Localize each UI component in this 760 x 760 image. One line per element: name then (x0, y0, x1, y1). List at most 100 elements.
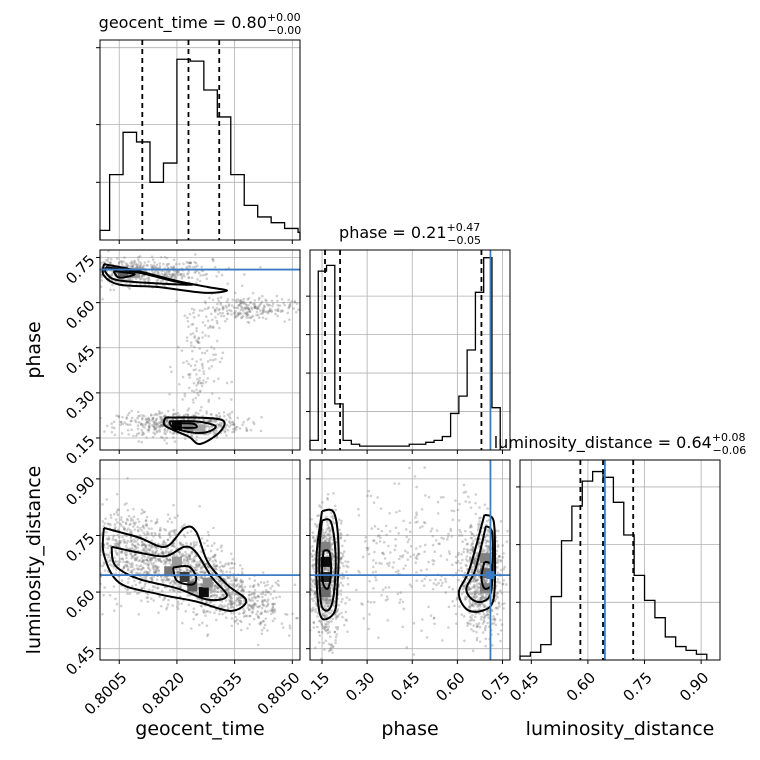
sample-point (161, 543, 165, 547)
sample-point (110, 274, 114, 277)
sample-point (322, 534, 326, 537)
sample-point (138, 414, 142, 417)
sample-point (231, 430, 234, 434)
sample-point (90, 279, 93, 282)
sample-point (243, 609, 246, 613)
sample-point (250, 606, 253, 610)
sample-point (258, 296, 261, 300)
sample-point (107, 536, 111, 539)
sample-point (373, 550, 376, 554)
sample-point (482, 612, 486, 616)
sample-point (256, 595, 260, 598)
sample-point (136, 258, 140, 261)
sample-point (226, 591, 230, 595)
sample-point (206, 530, 210, 534)
sample-point (187, 362, 191, 366)
sample-point (165, 264, 169, 267)
sample-point (229, 602, 233, 605)
sample-point (470, 603, 474, 607)
sample-point (242, 302, 245, 305)
sample-point (143, 414, 146, 418)
sample-point (268, 309, 272, 312)
sample-point (146, 564, 150, 567)
sample-point (339, 557, 343, 560)
sample-point (145, 558, 149, 562)
sample-point (145, 536, 148, 540)
sample-point (466, 542, 470, 546)
sample-point (187, 555, 191, 558)
sample-point (287, 298, 290, 302)
sample-point (166, 275, 170, 278)
sample-point (85, 285, 88, 288)
sample-point (247, 608, 251, 612)
sample-point (321, 598, 324, 602)
sample-point (180, 276, 184, 280)
sample-point (270, 299, 274, 303)
sample-point (372, 600, 376, 604)
sample-point (322, 614, 326, 618)
sample-point (264, 593, 267, 597)
sample-point (116, 513, 120, 517)
sample-point (252, 595, 256, 598)
sample-point (326, 628, 330, 631)
sample-point (148, 278, 151, 282)
sample-point (475, 622, 478, 626)
sample-point (141, 431, 144, 434)
sample-point (153, 564, 156, 568)
sample-point (170, 579, 174, 583)
sample-point (485, 562, 489, 566)
sample-point (167, 531, 171, 535)
sample-point (341, 544, 344, 548)
sample-point (248, 614, 251, 618)
sample-point (245, 428, 249, 432)
hist-title: geocent_time = 0.80+0.00 −0.00 (99, 11, 302, 37)
sample-point (470, 618, 473, 622)
sample-point (469, 551, 472, 555)
sample-point (380, 562, 383, 565)
sample-point (113, 426, 116, 430)
sample-point (109, 257, 113, 261)
sample-point (182, 533, 186, 537)
sample-point (452, 509, 456, 513)
sample-point (174, 277, 177, 280)
sample-point (165, 256, 169, 260)
sample-point (477, 663, 480, 666)
sample-point (483, 628, 487, 632)
sample-point (116, 560, 120, 563)
sample-point (190, 433, 193, 437)
sample-point (165, 577, 169, 580)
sample-point (209, 594, 213, 598)
sample-point (241, 580, 244, 584)
sample-point (506, 529, 509, 533)
sample-point (333, 522, 336, 525)
sample-point (464, 563, 467, 567)
sample-point (136, 525, 140, 529)
density-cell (179, 571, 190, 582)
sample-point (139, 262, 143, 265)
sample-point (138, 534, 142, 537)
sample-point (221, 311, 225, 315)
sample-point (306, 572, 309, 575)
sample-point (91, 275, 94, 278)
sample-point (326, 604, 329, 608)
sample-point (171, 275, 174, 278)
sample-point (211, 325, 215, 329)
sample-point (124, 262, 128, 265)
sample-point (189, 570, 193, 574)
sample-point (106, 522, 110, 525)
sample-point (334, 641, 337, 645)
sample-point (495, 549, 499, 553)
sample-point (158, 532, 161, 535)
sample-point (134, 420, 138, 424)
sample-point (209, 358, 212, 362)
sample-point (82, 519, 85, 522)
sample-point (493, 617, 496, 621)
sample-point (143, 549, 146, 552)
hist-frame (99, 39, 301, 241)
sample-point (324, 582, 328, 585)
sample-point (120, 551, 124, 554)
sample-point (230, 602, 234, 606)
sample-point (265, 591, 268, 594)
sample-point (61, 264, 64, 267)
sample-point (428, 578, 432, 582)
